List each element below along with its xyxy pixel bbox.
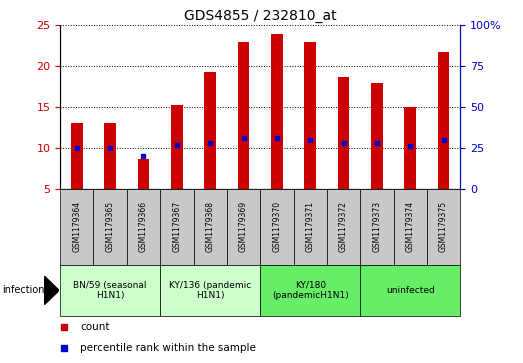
Text: GSM1179367: GSM1179367 (173, 201, 181, 252)
Bar (427, 189, 460, 265)
Text: GSM1179375: GSM1179375 (439, 201, 448, 252)
Text: GSM1179372: GSM1179372 (339, 201, 348, 252)
Bar (237, 42, 249, 189)
Text: KY/136 (pandemic
H1N1): KY/136 (pandemic H1N1) (169, 281, 252, 300)
Bar (127, 189, 160, 265)
Bar (71, 123, 83, 189)
Bar (171, 105, 183, 189)
Title: GDS4855 / 232810_at: GDS4855 / 232810_at (184, 9, 336, 23)
Bar (60, 265, 160, 316)
Text: percentile rank within the sample: percentile rank within the sample (80, 343, 256, 354)
Bar (271, 33, 283, 189)
Text: GSM1179374: GSM1179374 (406, 201, 415, 252)
Bar (438, 52, 449, 189)
Bar (394, 189, 427, 265)
Bar (304, 42, 316, 189)
Polygon shape (44, 276, 59, 305)
Bar (160, 265, 260, 316)
Text: GSM1179368: GSM1179368 (206, 201, 214, 252)
Bar (60, 189, 94, 265)
Text: infection: infection (3, 285, 45, 295)
Text: KY/180
(pandemicH1N1): KY/180 (pandemicH1N1) (272, 281, 348, 300)
Text: GSM1179364: GSM1179364 (72, 201, 81, 252)
Bar (293, 189, 327, 265)
Text: GSM1179369: GSM1179369 (239, 201, 248, 252)
Bar (360, 265, 460, 316)
Bar (104, 123, 116, 189)
Bar (160, 189, 194, 265)
Bar (260, 189, 293, 265)
Bar (371, 83, 383, 189)
Text: GSM1179370: GSM1179370 (272, 201, 281, 252)
Bar (360, 189, 393, 265)
Bar (227, 189, 260, 265)
Bar (94, 189, 127, 265)
Text: GSM1179371: GSM1179371 (306, 201, 315, 252)
Bar (338, 77, 349, 189)
Bar (138, 159, 150, 189)
Text: GSM1179365: GSM1179365 (106, 201, 115, 252)
Bar (327, 189, 360, 265)
Text: count: count (80, 322, 110, 332)
Bar (260, 265, 360, 316)
Bar (194, 189, 227, 265)
Bar (404, 107, 416, 189)
Text: uninfected: uninfected (386, 286, 435, 295)
Bar (204, 72, 216, 189)
Text: GSM1179366: GSM1179366 (139, 201, 148, 252)
Text: GSM1179373: GSM1179373 (372, 201, 381, 252)
Text: BN/59 (seasonal
H1N1): BN/59 (seasonal H1N1) (73, 281, 147, 300)
